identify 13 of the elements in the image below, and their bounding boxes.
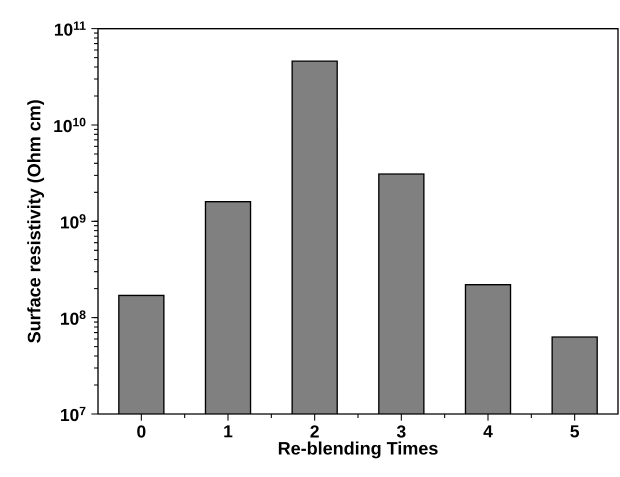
x-tick-label: 1 [224, 425, 232, 438]
y-tick-label: 10$^{10}$ [54, 118, 86, 132]
y-tick-label: 10$^{7}$ [61, 406, 86, 422]
y-tick-label: 10$^{9}$ [61, 214, 86, 229]
x-tick-label: 0 [137, 425, 146, 438]
y-tick-label: 10$^{8}$ [61, 310, 86, 325]
y-axis-title: Surface resistivity (Ohm cm) [27, 100, 44, 343]
x-axis-title: Re-blending Times [278, 441, 438, 458]
x-tick-label: 5 [570, 425, 580, 438]
y-tick-label: 10$^{11}$ [54, 21, 86, 36]
x-tick-label: 4 [483, 425, 493, 438]
x-tick-label: 3 [396, 425, 406, 438]
x-tick-label: 2 [310, 425, 319, 438]
